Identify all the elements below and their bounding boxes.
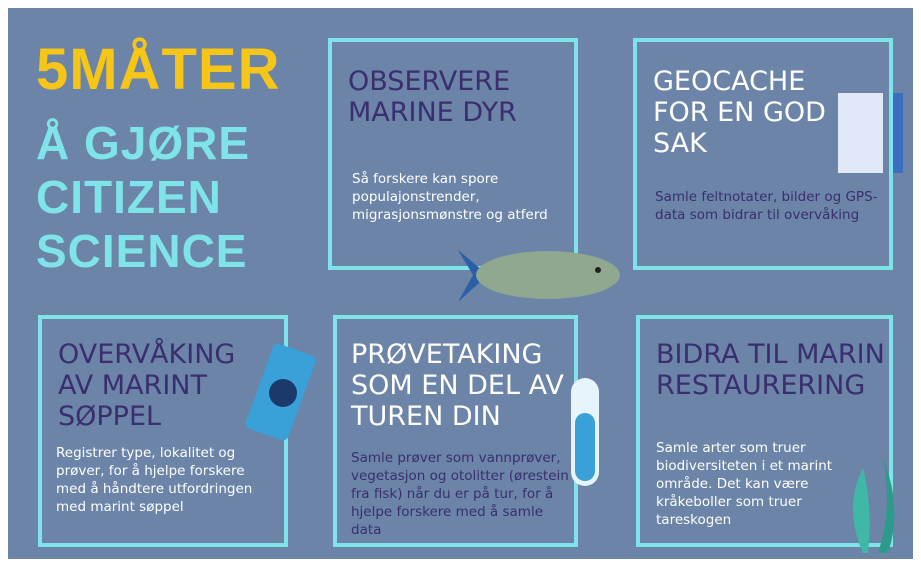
heading: SCIENCE bbox=[36, 225, 248, 277]
card-title: PRØVETAKING SOM EN DEL AV TUREN DIN bbox=[351, 339, 564, 432]
card-title: GEOCACHE FOR EN GOD SAK bbox=[653, 66, 826, 159]
card: GEOCACHE FOR EN GOD SAK Samle feltnotate… bbox=[633, 38, 893, 270]
card-text: Samle prøver som vannprøver, vegetasjon … bbox=[351, 450, 569, 538]
heading: CITIZEN bbox=[36, 171, 222, 223]
heading: 5MÅTER bbox=[36, 37, 281, 102]
card: OVERVÅKING AV MARINT SØPPEL Registrer ty… bbox=[38, 315, 288, 547]
card-text: Så forskere kan spore populajonstrender,… bbox=[352, 171, 548, 223]
heading: Å GJØRE bbox=[36, 117, 251, 169]
can-icon bbox=[245, 343, 316, 441]
card-text: Samle feltnotater, bilder og GPS-data so… bbox=[655, 189, 878, 223]
poster: 5MÅTER Å GJØRE CITIZEN SCIENCE OBSERVERE… bbox=[8, 8, 913, 559]
notes-icon bbox=[838, 93, 903, 173]
seaweed-icon bbox=[853, 458, 895, 553]
fish-icon bbox=[458, 250, 620, 302]
card-text: Registrer type, lokalitet og prøver, for… bbox=[56, 445, 253, 515]
card-title: OBSERVERE MARINE DYR bbox=[348, 66, 517, 128]
test-tube-icon bbox=[571, 378, 599, 486]
card-text: Samle arter som truer biodiversiteten i … bbox=[656, 440, 833, 528]
card-title: OVERVÅKING AV MARINT SØPPEL bbox=[58, 339, 236, 432]
card: BIDRA TIL MARIN RESTAURERING Samle arter… bbox=[636, 315, 893, 547]
card-title: BIDRA TIL MARIN RESTAURERING bbox=[656, 339, 885, 401]
card: OBSERVERE MARINE DYR Så forskere kan spo… bbox=[328, 38, 578, 270]
card: PRØVETAKING SOM EN DEL AV TUREN DIN Saml… bbox=[333, 315, 578, 547]
